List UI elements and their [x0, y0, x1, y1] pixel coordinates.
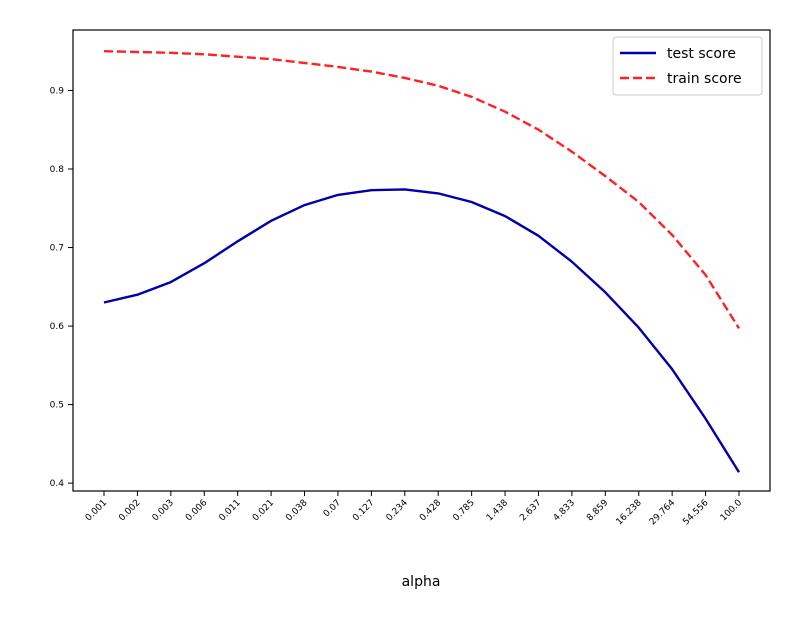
- x-axis: 0.001 0.002 0.003 0.006 0.011 0.021 0.038 0.07 0…: [84, 491, 744, 527]
- x-tick-label: 0.002: [117, 498, 142, 523]
- y-tick-label: 0.4: [50, 479, 65, 489]
- series-line-1: [103, 188, 741, 473]
- x-tick-label: 0.07: [322, 498, 343, 519]
- legend-label: test score: [667, 46, 736, 62]
- x-tick-label: 54.556: [681, 498, 711, 528]
- x-tick-label: 2.637: [518, 498, 543, 523]
- x-tick-label: 0.127: [351, 498, 376, 523]
- x-tick-label: 0.006: [184, 498, 209, 523]
- x-tick-label: 0.038: [284, 498, 309, 523]
- x-tick-label: 0.001: [84, 498, 109, 523]
- y-axis: 0.4 0.5 0.6 0.7 0.8 0.9: [50, 86, 73, 489]
- x-tick-label: 29.764: [648, 498, 678, 528]
- x-axis-label: alpha: [402, 574, 441, 590]
- x-tick-label: 0.003: [151, 498, 176, 523]
- x-tick-label: 0.234: [385, 498, 410, 523]
- y-tick-label: 0.5: [50, 401, 64, 411]
- y-tick-label: 0.8: [50, 165, 65, 175]
- legend-label: train score: [667, 71, 742, 87]
- x-tick-label: 0.011: [218, 498, 243, 523]
- plot-lines: [103, 50, 741, 473]
- x-tick-label: 8.859: [585, 498, 610, 523]
- x-tick-label: 0.021: [251, 498, 276, 523]
- legend: test score train score: [612, 36, 763, 96]
- plot-frame: [72, 29, 771, 492]
- x-tick-label: 1.438: [485, 498, 510, 523]
- x-tick-label: 0.785: [451, 498, 476, 523]
- x-tick-label: 100.0: [719, 498, 744, 523]
- y-tick-label: 0.9: [50, 86, 65, 96]
- legend-box: [612, 36, 763, 96]
- x-tick-label: 0.428: [418, 498, 443, 523]
- series-line-2: [103, 50, 741, 330]
- x-tick-label: 16.238: [615, 498, 645, 528]
- y-tick-label: 0.7: [50, 244, 64, 254]
- x-tick-label: 4.833: [552, 498, 577, 523]
- y-tick-label: 0.6: [50, 322, 65, 332]
